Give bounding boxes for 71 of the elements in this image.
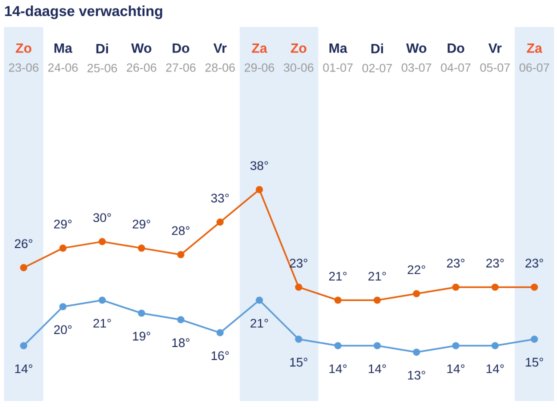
point bbox=[530, 284, 538, 291]
x-tick-label: Wo 03-07 bbox=[402, 44, 432, 72]
point bbox=[256, 186, 263, 194]
point bbox=[530, 336, 538, 343]
point bbox=[295, 336, 302, 343]
x-tick-label: Di 02-07 bbox=[362, 44, 392, 72]
data-label: 28° bbox=[172, 226, 190, 236]
data-label: 22° bbox=[408, 265, 426, 274]
point bbox=[177, 251, 184, 258]
data-label: 29° bbox=[54, 220, 72, 229]
point bbox=[374, 296, 381, 304]
data-label: 15° bbox=[290, 358, 308, 367]
point bbox=[177, 316, 184, 324]
point bbox=[334, 296, 342, 304]
x-tick-label: Wo 26-06 bbox=[126, 44, 156, 72]
point bbox=[20, 264, 28, 272]
data-label: 15° bbox=[526, 358, 544, 367]
data-label: 14° bbox=[368, 364, 386, 374]
data-label: 29° bbox=[132, 220, 150, 229]
point bbox=[98, 238, 106, 246]
point bbox=[334, 342, 342, 350]
data-label: 21° bbox=[93, 318, 111, 328]
x-tick-label: Za 06-07 bbox=[520, 44, 550, 72]
x-tick-label: Vr 05-07 bbox=[480, 44, 510, 72]
point bbox=[98, 296, 106, 304]
point bbox=[295, 284, 302, 291]
x-tick-label: Do 27-06 bbox=[166, 44, 196, 72]
point bbox=[138, 244, 146, 252]
point bbox=[256, 296, 263, 304]
point bbox=[59, 303, 67, 310]
x-tick-label: Zo 30-06 bbox=[284, 44, 314, 72]
point bbox=[374, 342, 381, 350]
x-tick-label: Ma 01-07 bbox=[323, 44, 353, 72]
point bbox=[452, 342, 460, 350]
point bbox=[491, 284, 499, 291]
data-label: 14° bbox=[329, 364, 347, 374]
data-label: 23° bbox=[290, 258, 308, 268]
point bbox=[412, 290, 420, 298]
chart-title: 14-daagse verwachting bbox=[5, 6, 162, 20]
x-tick-label: Do 04-07 bbox=[440, 44, 470, 72]
data-label: 19° bbox=[133, 332, 150, 341]
point bbox=[20, 342, 28, 350]
x-tick-label: Za 29-06 bbox=[244, 44, 274, 72]
point bbox=[138, 310, 146, 317]
point bbox=[412, 348, 420, 356]
data-label: 14° bbox=[447, 364, 464, 374]
x-tick-label: Vr 28-06 bbox=[205, 44, 235, 72]
data-label: 23° bbox=[486, 258, 504, 268]
data-label: 14° bbox=[15, 364, 32, 374]
data-label: 26° bbox=[14, 239, 32, 248]
data-label: 16° bbox=[212, 351, 229, 360]
data-label: 18° bbox=[172, 338, 190, 348]
data-label: 33° bbox=[211, 194, 229, 203]
point bbox=[59, 244, 67, 252]
point bbox=[216, 329, 224, 336]
point bbox=[491, 342, 499, 350]
data-label: 21° bbox=[329, 272, 347, 281]
point bbox=[216, 218, 224, 226]
data-label: 20° bbox=[54, 325, 72, 334]
data-label: 13° bbox=[408, 370, 426, 380]
data-label: 14° bbox=[486, 364, 504, 374]
x-tick-label: Zo 23-06 bbox=[8, 44, 38, 72]
point bbox=[452, 284, 460, 291]
data-label: 21° bbox=[368, 272, 386, 281]
data-label: 23° bbox=[447, 258, 464, 268]
x-tick-label: Di 25-06 bbox=[88, 44, 117, 72]
x-tick-label: Ma 24-06 bbox=[48, 44, 78, 72]
data-label: 30° bbox=[93, 213, 111, 222]
data-label: 23° bbox=[526, 258, 544, 268]
data-label: 21° bbox=[250, 318, 268, 328]
data-label: 38° bbox=[250, 161, 268, 170]
